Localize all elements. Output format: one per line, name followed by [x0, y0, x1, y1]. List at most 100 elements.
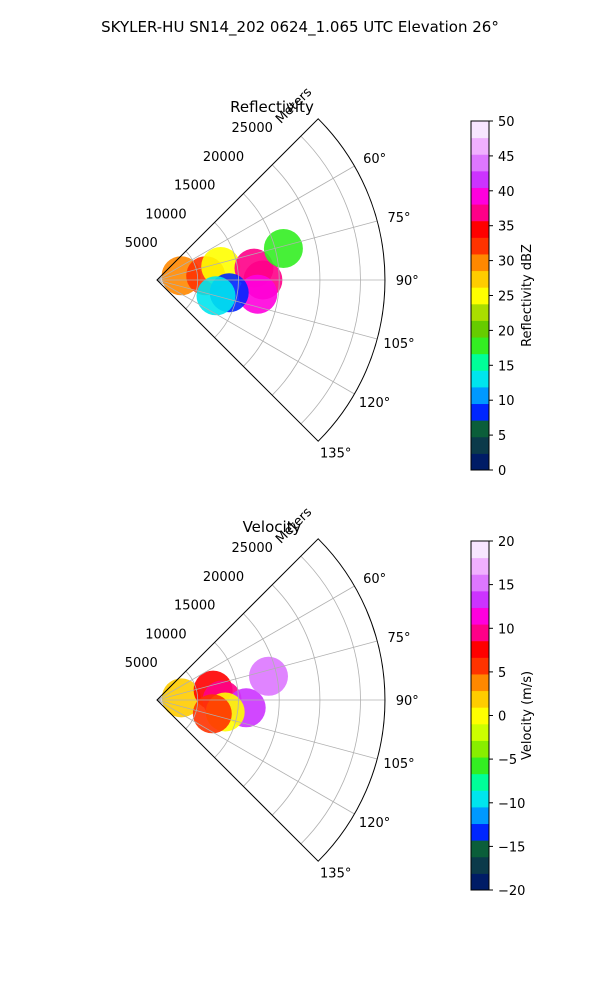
colorbar-tick-label: 25 — [498, 290, 515, 305]
grid-spoke — [156, 279, 355, 395]
colorbar-tick-label: 20 — [498, 535, 515, 550]
radial-tick-label: 10000 — [145, 627, 186, 642]
angle-tick-label: 90° — [396, 694, 419, 709]
colorbar-segment — [471, 624, 489, 642]
echo-layer — [161, 229, 303, 316]
colorbar-segment — [471, 386, 489, 405]
colorbar-segment — [471, 574, 489, 592]
colorbar-segment — [471, 287, 489, 305]
colorbar-tick-label: 10 — [498, 622, 515, 637]
colorbar-tick-label: 15 — [498, 359, 515, 374]
colorbar-segment — [471, 453, 489, 471]
angle-tick-label: 120° — [359, 816, 390, 831]
colorbar-segment — [471, 370, 489, 388]
colorbar-tick-label: 0 — [498, 710, 506, 725]
colorbar-segment — [471, 773, 489, 791]
echo-cell — [238, 274, 278, 314]
colorbar-segment — [471, 137, 489, 155]
colorbar-tick-label: −15 — [498, 840, 525, 855]
angle-tick-label: 135° — [320, 867, 351, 882]
colorbar-tick-label: 50 — [498, 115, 515, 130]
colorbar-segment — [471, 723, 489, 741]
panel-velocity: Velocity500010000150002000025000Meters60… — [125, 505, 535, 899]
colorbar-segment — [471, 420, 489, 438]
radial-tick-label: 25000 — [232, 121, 273, 136]
colorbar: 0 5 10 15 20 25 30 35 40 45 50 Reflectivity dBZ — [470, 115, 535, 479]
colorbar-tick-label: −10 — [498, 797, 525, 812]
colorbar-tick-label: 15 — [498, 579, 515, 594]
colorbar-segment — [471, 840, 489, 858]
colorbar-label: Velocity (m/s) — [520, 671, 535, 760]
angle-tick-label: 105° — [383, 337, 414, 352]
colorbar-segment — [471, 253, 489, 272]
echo-cell — [161, 678, 201, 718]
colorbar-segment — [471, 757, 489, 775]
colorbar-segment — [471, 607, 489, 625]
radial-tick-label: 15000 — [174, 599, 215, 614]
colorbar-segment — [471, 541, 489, 559]
colorbar-segment — [471, 823, 489, 841]
colorbar-segment — [471, 590, 489, 608]
colorbar-segment — [471, 557, 489, 575]
radial-tick-label: 10000 — [145, 207, 186, 222]
angle-tick-label: 120° — [359, 396, 390, 411]
colorbar-tick-label: 30 — [498, 255, 515, 270]
colorbar-segment — [471, 204, 489, 222]
angle-tick-label: 75° — [387, 631, 410, 646]
colorbar-tick-label: −20 — [498, 884, 525, 899]
grid-spoke — [156, 640, 378, 701]
colorbar-segment — [471, 673, 489, 692]
echo-layer — [161, 656, 288, 734]
grid-spoke — [156, 699, 378, 760]
figure-title: SKYLER-HU SN14_202 0624_1.065 UTC Elevat… — [101, 18, 499, 37]
radial-tick-label: 5000 — [125, 656, 158, 671]
colorbar-segment — [471, 856, 489, 874]
grid-spoke — [156, 585, 355, 701]
colorbar-tick-label: 40 — [498, 185, 515, 200]
radial-tick-label: 20000 — [203, 150, 244, 165]
panel-title: Reflectivity — [230, 98, 314, 116]
radial-tick-label: 20000 — [203, 570, 244, 585]
colorbar-segment — [471, 640, 489, 658]
colorbar-segment — [471, 740, 489, 758]
colorbar: −20 −15 −10 −5 0 5 10 15 20 Velocity (m/s) — [470, 535, 535, 899]
colorbar-segment — [471, 353, 489, 371]
colorbar-segment — [471, 806, 489, 825]
angle-tick-label: 90° — [396, 274, 419, 289]
colorbar-segment — [471, 220, 489, 238]
colorbar-segment — [471, 121, 489, 139]
colorbar-segment — [471, 707, 489, 725]
colorbar-tick-label: 5 — [498, 666, 506, 681]
radial-tick-label: 25000 — [232, 541, 273, 556]
colorbar-segment — [471, 790, 489, 808]
colorbar-tick-label: −5 — [498, 753, 517, 768]
colorbar-segment — [471, 270, 489, 288]
grid-spoke — [156, 699, 355, 815]
panel-title: Velocity — [243, 518, 302, 536]
colorbar-segment — [471, 237, 489, 255]
colorbar-segment — [471, 436, 489, 454]
angle-tick-label: 135° — [320, 447, 351, 462]
colorbar-segment — [471, 187, 489, 205]
echo-cell — [249, 656, 288, 696]
colorbar-segment — [471, 403, 489, 421]
colorbar-segment — [471, 170, 489, 188]
angle-tick-label: 60° — [363, 572, 386, 587]
colorbar-segment — [471, 320, 489, 338]
grid-spoke — [156, 165, 355, 281]
colorbar-segment — [471, 337, 489, 355]
echo-cell — [263, 229, 303, 268]
grid-spoke — [156, 220, 378, 281]
colorbar-tick-label: 45 — [498, 150, 515, 165]
colorbar-segment — [471, 873, 489, 891]
colorbar-tick-label: 0 — [498, 464, 506, 479]
colorbar-segment — [471, 657, 489, 675]
colorbar-tick-label: 5 — [498, 429, 506, 444]
colorbar-tick-label: 10 — [498, 394, 515, 409]
colorbar-segment — [471, 690, 489, 708]
colorbar-label: Reflectivity dBZ — [520, 244, 535, 347]
angle-tick-label: 60° — [363, 152, 386, 167]
angle-tick-label: 105° — [383, 757, 414, 772]
sector-outline — [156, 538, 386, 862]
